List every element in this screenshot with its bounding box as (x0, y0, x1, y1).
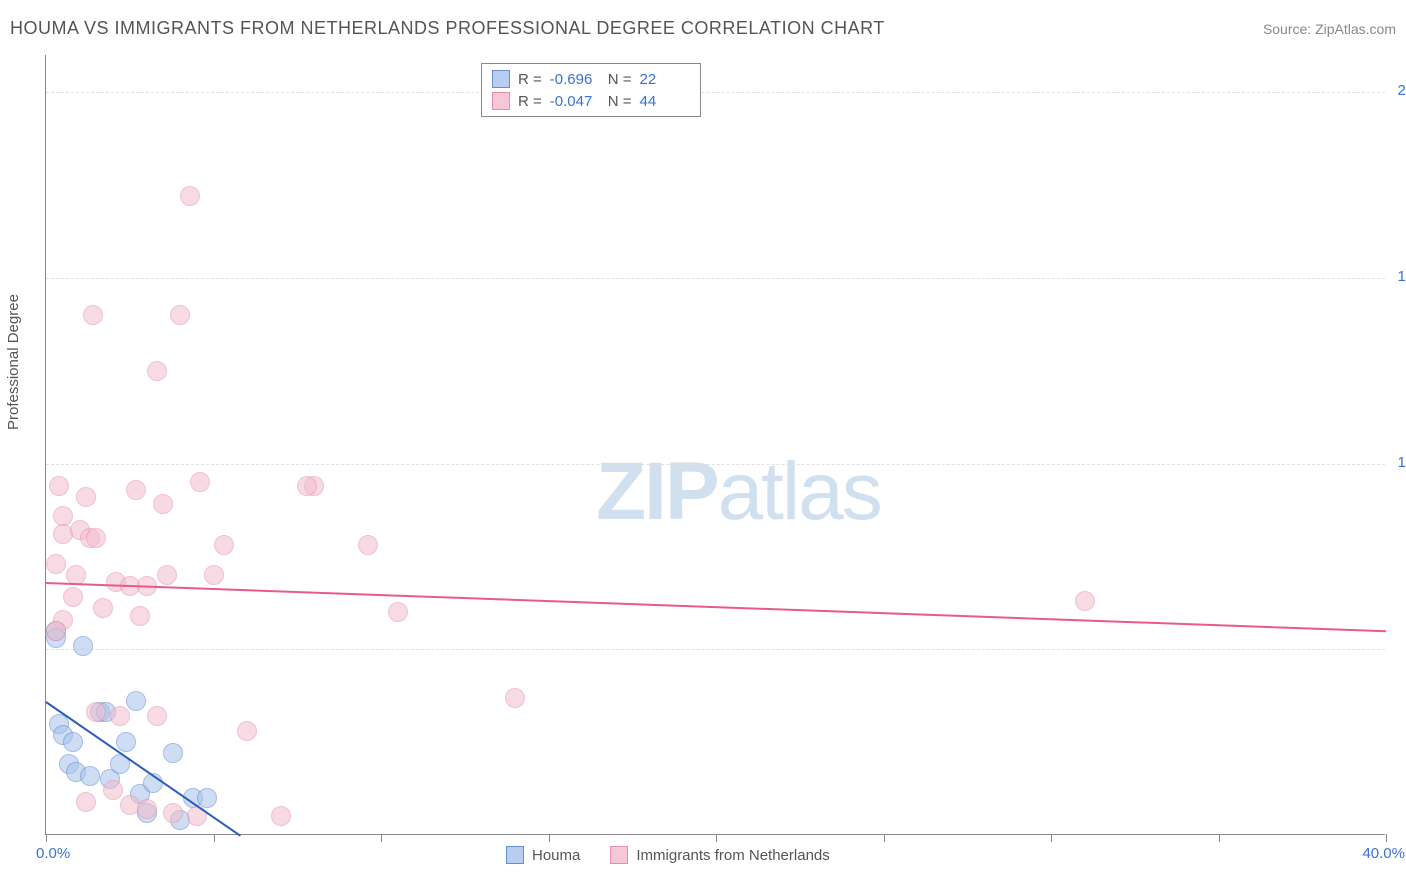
legend-item-houma: Houma (506, 846, 580, 864)
data-point (157, 565, 177, 585)
swatch-netherlands (492, 92, 510, 110)
x-tick-label-min: 0.0% (36, 845, 70, 862)
data-point (297, 476, 317, 496)
data-point (80, 766, 100, 786)
y-tick-label: 20.0% (1397, 82, 1406, 99)
y-tick-label: 10.0% (1397, 454, 1406, 471)
data-point (147, 361, 167, 381)
stats-legend: R = -0.696 N = 22 R = -0.047 N = 44 (481, 63, 701, 117)
source-label: Source: ZipAtlas.com (1263, 21, 1396, 37)
stats-row-houma: R = -0.696 N = 22 (492, 68, 690, 90)
data-point (170, 305, 190, 325)
swatch-netherlands-icon (610, 846, 628, 864)
data-point (83, 305, 103, 325)
x-tick (46, 834, 47, 842)
gridline (46, 92, 1385, 93)
data-point (76, 792, 96, 812)
data-point (103, 780, 123, 800)
stats-row-netherlands: R = -0.047 N = 44 (492, 90, 690, 112)
x-tick (716, 834, 717, 842)
swatch-houma (492, 70, 510, 88)
bottom-legend: Houma Immigrants from Netherlands (506, 846, 830, 864)
data-point (163, 803, 183, 823)
gridline (46, 278, 1385, 279)
data-point (190, 472, 210, 492)
data-point (388, 602, 408, 622)
data-point (73, 636, 93, 656)
chart-plot-area: ZIPatlas 5.0%10.0%15.0%20.0% R = -0.696 … (45, 55, 1385, 835)
trendline (46, 582, 1386, 632)
data-point (358, 535, 378, 555)
data-point (130, 606, 150, 626)
data-point (110, 706, 130, 726)
data-point (237, 721, 257, 741)
data-point (126, 480, 146, 500)
data-point (63, 732, 83, 752)
x-tick (1386, 834, 1387, 842)
data-point (505, 688, 525, 708)
data-point (180, 186, 200, 206)
data-point (1075, 591, 1095, 611)
x-tick (381, 834, 382, 842)
data-point (86, 528, 106, 548)
data-point (76, 487, 96, 507)
x-tick-label-max: 40.0% (1362, 845, 1405, 862)
data-point (137, 799, 157, 819)
y-tick-label: 15.0% (1397, 268, 1406, 285)
data-point (204, 565, 224, 585)
x-tick (214, 834, 215, 842)
x-tick (1051, 834, 1052, 842)
chart-title: HOUMA VS IMMIGRANTS FROM NETHERLANDS PRO… (10, 18, 885, 39)
watermark: ZIPatlas (596, 445, 881, 539)
data-point (214, 535, 234, 555)
x-tick (549, 834, 550, 842)
gridline (46, 464, 1385, 465)
data-point (53, 506, 73, 526)
data-point (116, 732, 136, 752)
data-point (153, 494, 173, 514)
data-point (163, 743, 183, 763)
data-point (126, 691, 146, 711)
data-point (63, 587, 83, 607)
data-point (93, 598, 113, 618)
swatch-houma-icon (506, 846, 524, 864)
x-tick (884, 834, 885, 842)
data-point (147, 706, 167, 726)
data-point (86, 702, 106, 722)
y-axis-label: Professional Degree (5, 294, 22, 430)
data-point (197, 788, 217, 808)
x-tick (1219, 834, 1220, 842)
data-point (46, 554, 66, 574)
data-point (49, 476, 69, 496)
data-point (271, 806, 291, 826)
data-point (46, 621, 66, 641)
legend-item-netherlands: Immigrants from Netherlands (610, 846, 829, 864)
gridline (46, 649, 1385, 650)
